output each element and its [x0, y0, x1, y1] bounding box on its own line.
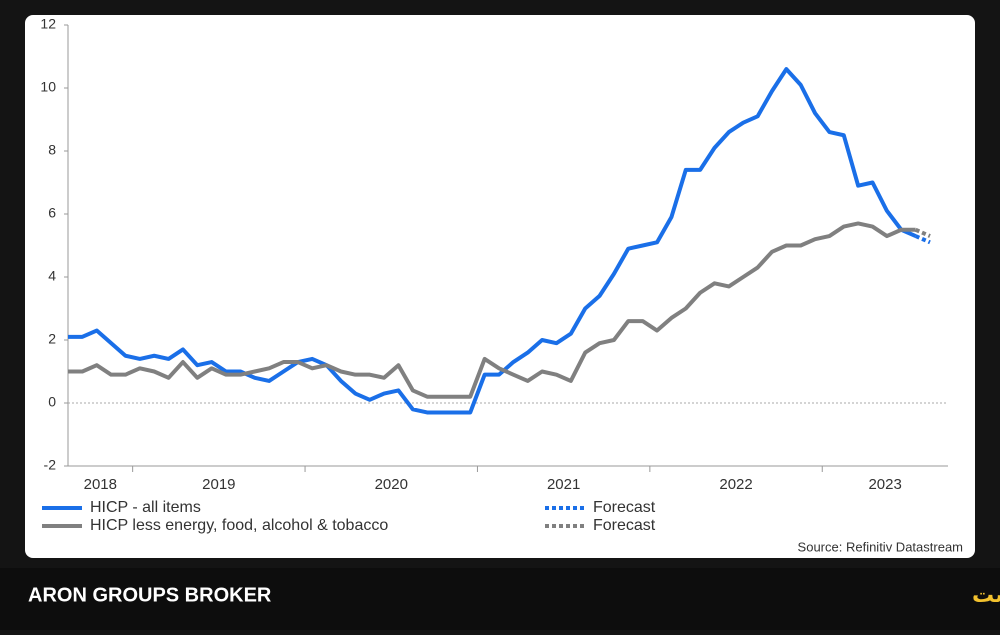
legend-label: HICP - all items	[90, 499, 201, 516]
legend-label: HICP less energy, food, alcohol & tobacc…	[90, 517, 388, 534]
legend-label: Forecast	[593, 517, 656, 534]
y-tick-label: 0	[48, 394, 56, 410]
y-tick-label: 12	[40, 16, 56, 32]
series-line	[68, 221, 916, 399]
y-tick-label: 6	[48, 205, 56, 221]
year-label: 2020	[375, 476, 408, 493]
year-label: 2023	[868, 476, 901, 493]
legend-label: Forecast	[593, 499, 656, 516]
series-line	[914, 234, 931, 245]
year-label: 2022	[719, 476, 752, 493]
year-label: 2019	[202, 476, 235, 493]
chart-panel	[25, 15, 975, 558]
year-label: 2018	[84, 476, 117, 493]
y-tick-label: 10	[40, 79, 56, 95]
y-tick-label: 4	[48, 268, 56, 284]
brand: ARON GROUPS BROKER	[28, 584, 272, 606]
series-line	[68, 67, 917, 415]
y-tick-label: 2	[48, 331, 56, 347]
year-label: 2021	[547, 476, 580, 493]
source: Source: Refinitiv Datastream	[798, 539, 963, 554]
y-tick-label: 8	[48, 142, 56, 158]
title: تورم هسته در حوزه یورو همچنان بالا است	[972, 583, 1000, 608]
y-tick-label: -2	[44, 457, 57, 473]
footer-bar	[0, 568, 1000, 630]
series-line	[914, 227, 931, 238]
